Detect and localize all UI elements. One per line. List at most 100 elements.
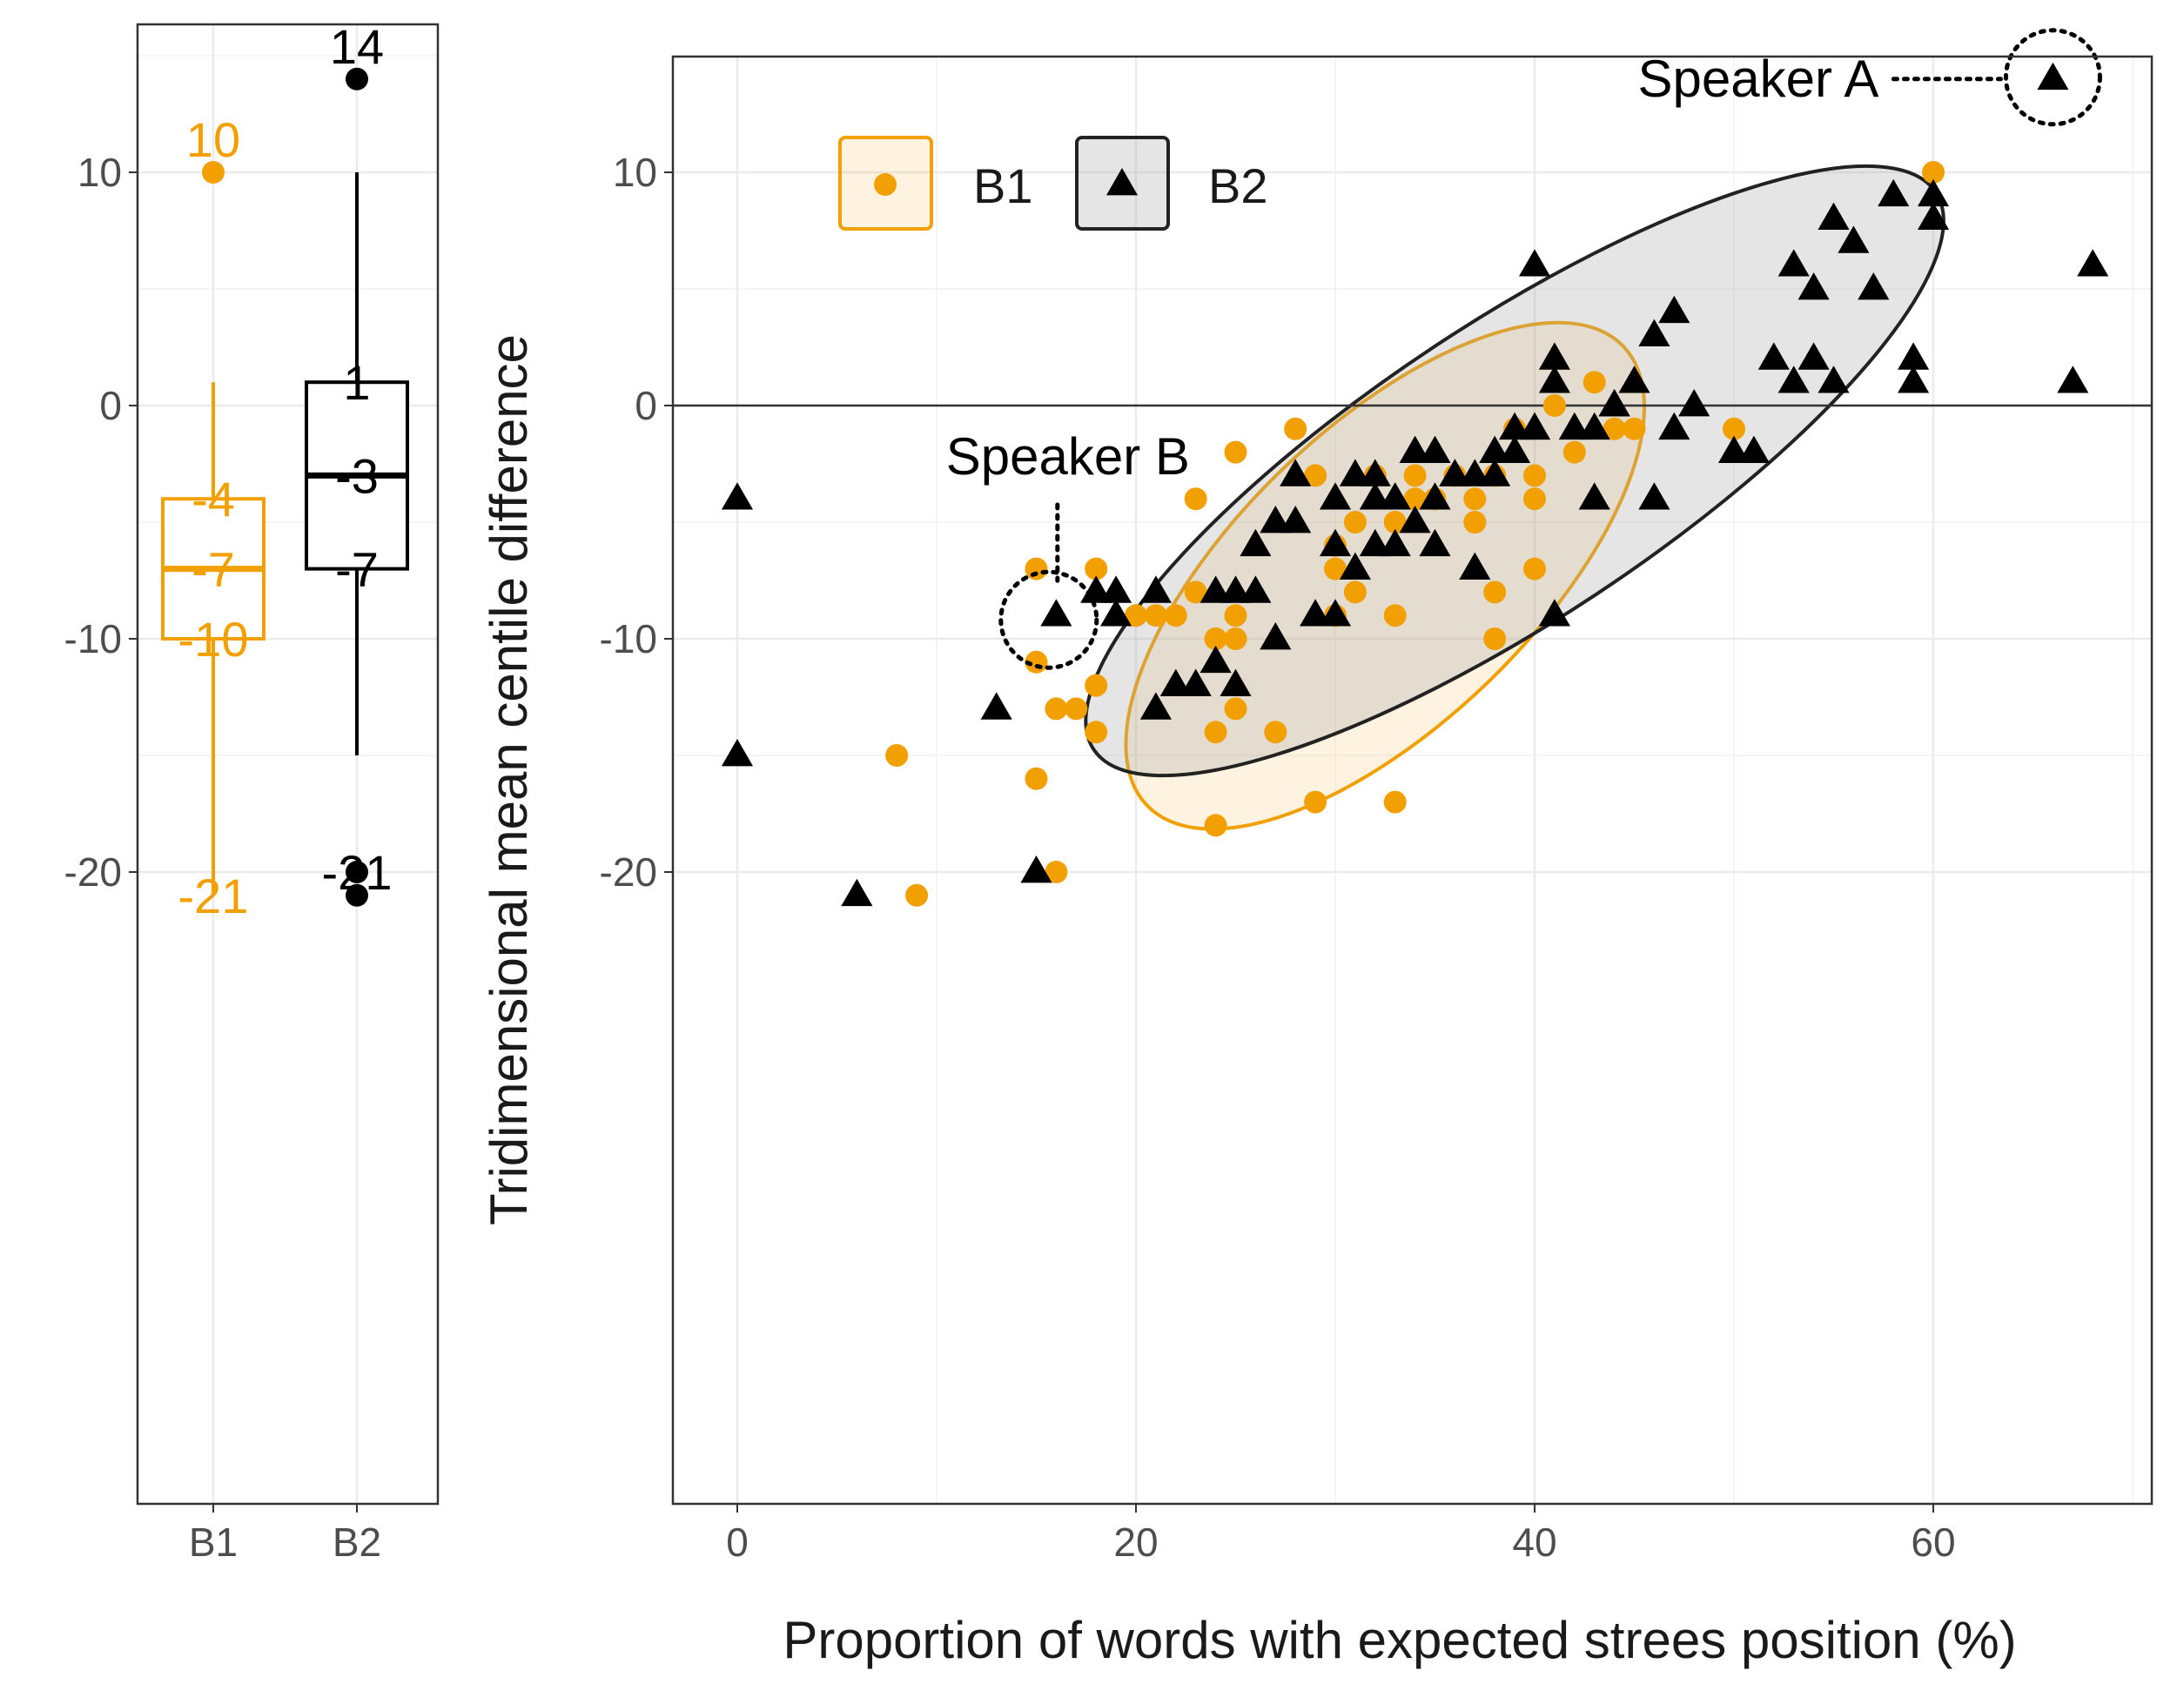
b2-point: [1359, 459, 1391, 486]
box-b1: 10 -4 -7 -10 -21: [161, 112, 265, 923]
b2-point: [1319, 599, 1352, 627]
b1-point: [1264, 721, 1287, 744]
b2-point: [1818, 366, 1850, 393]
b2-point: [1459, 552, 1491, 580]
boxplot-x-tick-label: B2: [333, 1520, 381, 1565]
b2-point: [1319, 528, 1352, 557]
b1-point: [1383, 790, 1407, 814]
b1-point: [1523, 487, 1546, 511]
boxplot-x-ticks: B1 B2: [189, 1504, 381, 1565]
b2-point: [1280, 506, 1312, 533]
b1-point: [1125, 604, 1147, 627]
b1-point: [1224, 627, 1247, 650]
b2-point: [1777, 249, 1810, 277]
b2-point: [1898, 342, 1930, 370]
b2-point: [1220, 575, 1252, 603]
b1-point: [1583, 371, 1606, 394]
b1-point: [1184, 487, 1207, 511]
b2-point: [1499, 412, 1531, 440]
b2-point: [1678, 389, 1710, 417]
boxplot-y-tick-label: 10: [77, 150, 122, 195]
b1-point: [1403, 487, 1427, 511]
b2-point: [1499, 435, 1531, 463]
b1-point: [1343, 511, 1367, 533]
b2-point: [1717, 435, 1751, 463]
b2-point: [1578, 412, 1610, 440]
b1-point: [1562, 440, 1586, 464]
b1-point: [905, 883, 929, 907]
b1-point: [1343, 580, 1367, 604]
boxplot-y-tick-label: -10: [64, 616, 122, 661]
legend: B1 B2: [838, 136, 1268, 231]
boxplot-marks: 10 -4 -7 -10 -21 14 1 -3 -7 -21: [161, 19, 409, 923]
box-value-label: -10: [178, 612, 249, 667]
b2-point: [1658, 412, 1690, 440]
b2-point: [1200, 575, 1232, 603]
scatter-x-tick-label: 40: [1512, 1520, 1556, 1565]
b2-point: [1737, 435, 1770, 463]
legend-label-b1: B1: [973, 158, 1033, 213]
scatter-x-ticks: 0 20 40 60: [726, 1504, 1956, 1565]
b2-point: [1558, 412, 1590, 440]
legend-marker-b2: [1105, 168, 1139, 196]
b2-point: [1260, 622, 1292, 650]
b1-point: [1304, 790, 1327, 814]
b1-point: [1085, 557, 1108, 580]
b2-point: [1300, 599, 1332, 627]
b1-point: [885, 744, 909, 767]
speaker-b-circle: [998, 569, 1099, 670]
b2-point: [1798, 342, 1830, 370]
outlier-point: [346, 861, 368, 883]
b1-point: [1284, 417, 1307, 440]
b2-point: [1379, 482, 1411, 510]
legend-marker-b1: [874, 173, 897, 196]
b1-point: [1483, 580, 1507, 604]
b2-point: [980, 692, 1012, 720]
b2-point: [1638, 319, 1670, 346]
boxplot-y-tick-label: -20: [64, 849, 122, 895]
b1-point: [1065, 697, 1088, 721]
b2-point: [1838, 225, 1870, 253]
b2-point: [1040, 599, 1072, 627]
boxplot-panel-border: [136, 23, 440, 1506]
box-value-label: -7: [335, 542, 379, 597]
b2-point: [1798, 272, 1830, 300]
b2-point: [1359, 482, 1391, 510]
b2-point: [721, 482, 754, 510]
b1-point: [1324, 557, 1347, 580]
b1-point: [1045, 697, 1068, 721]
b1-point: [1204, 814, 1227, 837]
b2-point: [1280, 459, 1312, 486]
b2-point: [1159, 668, 1192, 696]
speaker-a-circle: [2003, 28, 2102, 127]
scatter-x-tick-label: 60: [1911, 1520, 1955, 1565]
b2-point: [721, 739, 754, 767]
b2-point: [1399, 435, 1431, 463]
b1-point: [1463, 487, 1487, 511]
b1-point: [1204, 721, 1227, 744]
scatter-y-tick-label: -20: [600, 849, 657, 895]
box-value-label: -4: [192, 472, 235, 527]
b1-point: [1523, 557, 1546, 580]
b1-point: [1085, 721, 1108, 744]
scatter-x-tick-label: 0: [726, 1520, 749, 1565]
b2-point: [1359, 528, 1391, 557]
b1-point: [1164, 604, 1187, 627]
b2-point: [1419, 482, 1451, 510]
b2-point: [2037, 62, 2069, 91]
b2-point: [1598, 389, 1630, 417]
box-value-label: 1: [343, 355, 370, 410]
b2-point: [1439, 459, 1471, 486]
b1-point: [1224, 697, 1247, 721]
b1-point: [1623, 417, 1646, 440]
b2-point: [1638, 482, 1670, 510]
boxplot-panel-background: [138, 24, 438, 1504]
b2-point: [1419, 435, 1451, 463]
scatter-y-tick-label: 10: [613, 150, 657, 195]
box-value-label: 14: [330, 19, 384, 74]
b2-point: [1220, 668, 1252, 696]
b2-point: [1479, 459, 1511, 486]
b2-point: [1818, 202, 1850, 230]
